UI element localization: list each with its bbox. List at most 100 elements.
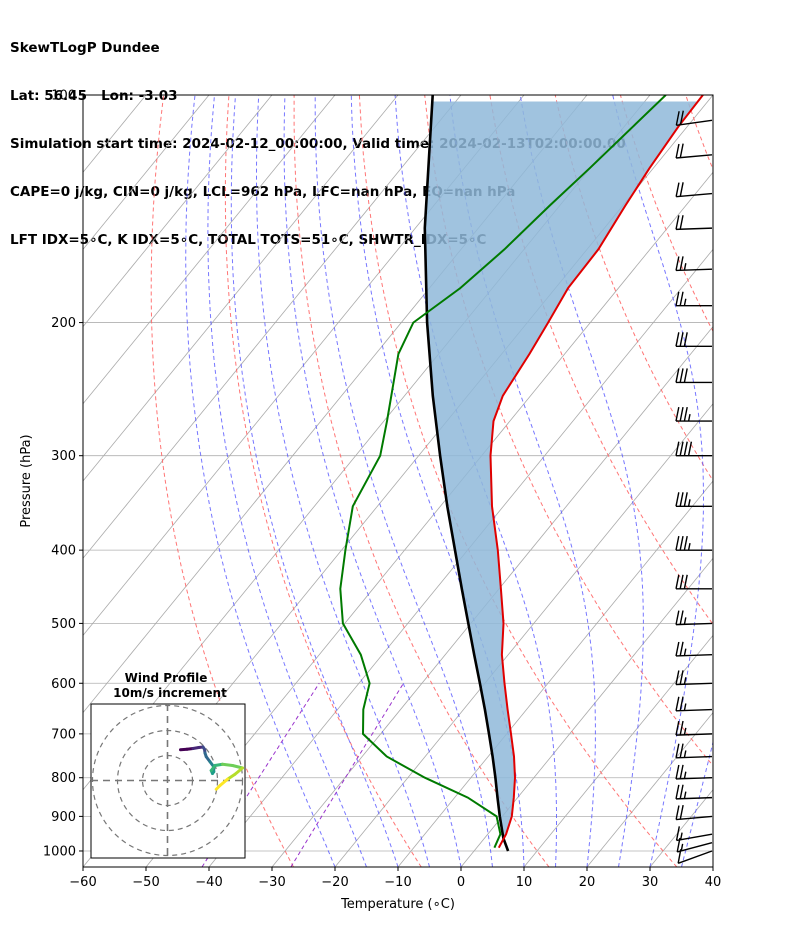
hodograph-plot (91, 704, 245, 858)
wind-barb (675, 784, 713, 800)
wind-barb-flag (675, 143, 680, 159)
wind-barb-flag (679, 696, 684, 711)
moist-adiabat-line (394, 95, 557, 867)
hodograph-segment (214, 784, 222, 791)
wind-barb (675, 182, 713, 198)
wind-barb-flag (679, 536, 684, 551)
wind-barb-flag (675, 610, 680, 625)
dry-adiabat-line (224, 95, 422, 867)
wind-barb-flag (675, 536, 680, 551)
wind-barb-flag (683, 750, 687, 758)
wind-barb-staff (675, 733, 713, 736)
wind-barb-flag (679, 610, 684, 625)
x-tick-label: 30 (642, 875, 659, 890)
wind-barb-flag (679, 291, 684, 306)
wind-barb-flag (675, 805, 680, 820)
wind-barb-flag (679, 182, 684, 197)
wind-barb-flag (679, 720, 684, 736)
isotherm-line (776, 95, 794, 867)
wind-barb-flag (679, 110, 684, 125)
wind-barb-flag (683, 574, 688, 589)
wind-barb-flag (687, 499, 691, 507)
isotherm-line (712, 866, 713, 867)
wind-barb-flag (683, 263, 687, 271)
wind-barb-flag (683, 727, 687, 735)
wind-barb-flag (683, 791, 687, 799)
wind-barb-flag (679, 574, 684, 589)
wind-barb (675, 670, 713, 686)
wind-barb-staff (677, 841, 713, 853)
x-tick-label: 20 (579, 875, 596, 890)
dry-adiabat-line (751, 95, 794, 867)
isotherm-line (334, 403, 713, 867)
wind-barb-flag (683, 771, 687, 779)
wind-barb-flag (675, 743, 680, 758)
wind-barb (676, 837, 713, 853)
x-tick-label: −50 (132, 875, 159, 890)
mixing-ratio-line (290, 683, 404, 867)
wind-barb (675, 441, 712, 457)
moist-adiabat-line (712, 865, 713, 867)
wind-barb (675, 256, 713, 272)
x-tick-label: 0 (457, 875, 465, 890)
dewpoint-line (339, 95, 667, 849)
wind-barb (675, 720, 713, 736)
y-tick-label: 500 (51, 617, 76, 632)
isotherm-line (649, 789, 713, 867)
moist-adiabat-line (230, 95, 399, 867)
y-tick-label: 1000 (43, 844, 76, 859)
y-tick-label: 800 (51, 771, 76, 786)
wind-barb (675, 574, 712, 590)
station-coordinates: Lat: 56.45 Lon: -3.03 (10, 88, 178, 104)
isotherm-line (83, 95, 462, 559)
wind-barb-flag (679, 143, 684, 158)
wind-barb-flag (675, 764, 680, 780)
wind-barb (675, 641, 713, 657)
isotherm-line (208, 248, 713, 867)
wind-barb (675, 536, 712, 551)
wind-barb (675, 826, 713, 842)
wind-barb-flag (675, 332, 680, 347)
wind-barb-flag (683, 298, 687, 306)
wind-barb-staff (675, 268, 713, 272)
wind-barb-staff (675, 708, 713, 712)
isotherm-line (0, 95, 20, 867)
dry-adiabat-line (619, 95, 713, 333)
wind-barb-staff (675, 622, 713, 626)
wind-barb-flag (675, 492, 680, 507)
wind-barb-flag (679, 641, 684, 656)
x-tick-label: −20 (321, 875, 348, 890)
x-tick-label: −30 (258, 875, 285, 890)
wind-barb-staff (676, 815, 713, 821)
temperature-line (489, 95, 704, 849)
hodograph-segment (226, 772, 237, 781)
wind-barb-flag (683, 536, 688, 551)
wind-barb-flag (675, 368, 680, 383)
wind-barb-flag (675, 670, 680, 685)
wind-barb-flag (675, 441, 680, 456)
wind-barb-flag (683, 441, 688, 456)
wind-barb-flag (679, 256, 684, 271)
y-tick-label: 400 (51, 544, 76, 559)
axes: −60 −50 −40 −30 −20 −10 0 10 20 30 40 1000 900 800 700… (43, 89, 721, 891)
wind-barb-staff (675, 682, 713, 686)
wind-barb-flag (679, 784, 684, 799)
wind-barb-staff (676, 192, 713, 198)
wind-barb-flag (679, 743, 684, 758)
isotherm-line (586, 711, 713, 867)
wind-barb-flag (679, 764, 684, 779)
wind-barbs (675, 110, 713, 864)
moist-adiabat-line (185, 95, 336, 867)
wind-barb-staff (676, 833, 713, 842)
wind-barb-flag (679, 406, 684, 422)
y-tick-label: 300 (51, 449, 76, 464)
wind-barb-flag (680, 843, 684, 852)
x-tick-label: −40 (195, 875, 222, 890)
moist-adiabat-line (207, 95, 367, 867)
wind-barb (675, 805, 713, 821)
moist-adiabat-line (681, 740, 713, 867)
moist-adiabat-line (612, 95, 704, 867)
isotherm-line (523, 634, 713, 867)
y-tick-label: 200 (51, 316, 76, 331)
parcel-profile-line (423, 95, 510, 852)
